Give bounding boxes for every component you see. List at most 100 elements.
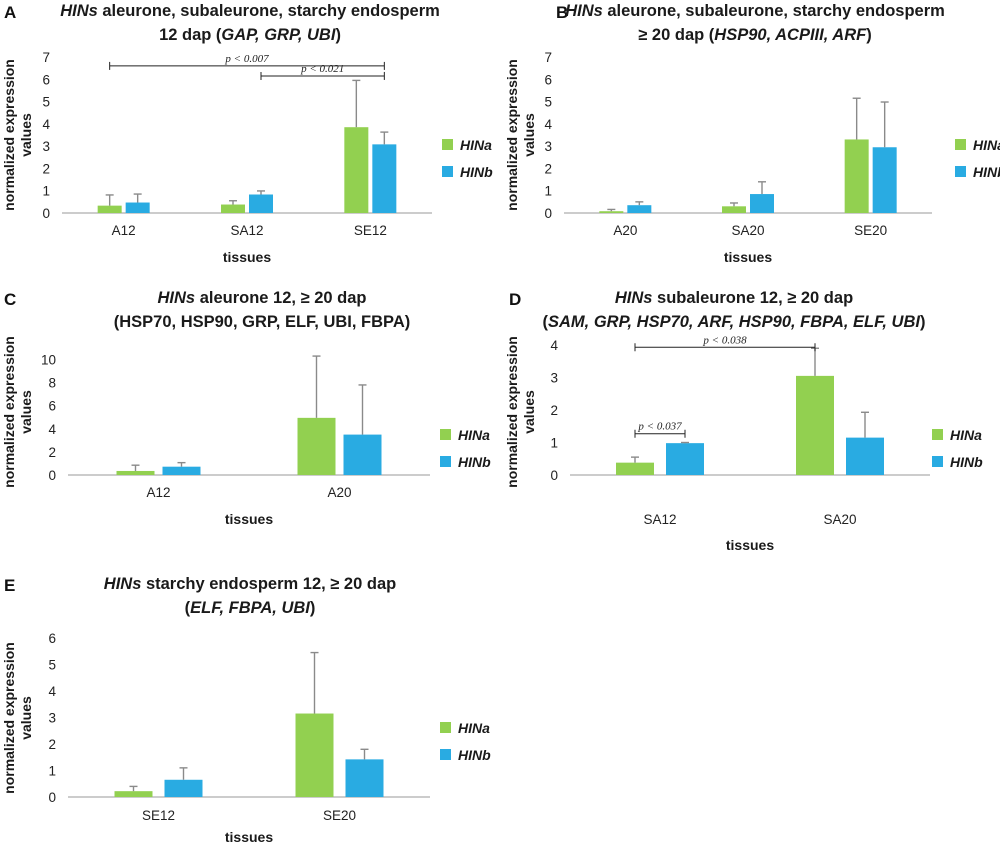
y-tick-label: 0: [48, 468, 56, 483]
legend-label-hina: HINa: [973, 137, 1000, 153]
chart-title-part: GAP, GRP, UBI: [221, 26, 335, 44]
y-tick-label: 4: [42, 117, 50, 132]
bar-hina-se20: [844, 139, 869, 213]
y-tick-label: 3: [544, 139, 552, 154]
bar-hinb-sa12: [666, 443, 704, 475]
chart-title-part: HINs: [104, 575, 142, 593]
y-axis-label-line: normalized expression: [1, 336, 17, 488]
x-tick-label: SA20: [731, 223, 764, 238]
x-axis-label: tissues: [225, 511, 273, 527]
y-tick-label: 1: [550, 436, 558, 451]
chart-title-part: starchy endosperm 12, ≥ 20 dap: [141, 575, 396, 593]
chart-title-part: ): [866, 26, 872, 44]
y-tick-label: 2: [544, 161, 552, 176]
bar-hinb-sa20: [750, 194, 774, 213]
legend-swatch-hina: [440, 722, 451, 733]
chart-panel-a: A HINs aleurone, subaleurone, starchy end…: [1, 2, 493, 265]
chart-title-line: (HSP70, HSP90, GRP, ELF, UBI, FBPA): [114, 313, 410, 331]
chart-title-part: aleurone, subaleurone, starchy endosperm: [98, 2, 440, 20]
legend-swatch-hinb: [442, 166, 453, 177]
chart-title-part: aleurone, subaleurone, starchy endosperm: [603, 2, 945, 20]
y-axis-label-line: values: [18, 696, 34, 740]
chart-title-part: (HSP70, HSP90, GRP, ELF, UBI, FBPA): [114, 313, 410, 331]
chart-title-line: ≥ 20 dap (HSP90, ACPIII, ARF): [638, 26, 871, 44]
y-axis-label-line: values: [521, 113, 537, 157]
y-tick-label: 10: [41, 353, 56, 368]
x-tick-label: SE20: [854, 223, 887, 238]
bar-hina-a12: [97, 205, 122, 213]
chart-title-part: (: [543, 313, 549, 331]
y-axis-label: normalized expressionvalues: [1, 336, 34, 488]
y-tick-label: 3: [42, 139, 50, 154]
panel-letter: B: [556, 3, 568, 22]
x-tick-label: A20: [613, 223, 637, 238]
y-tick-label: 4: [48, 684, 56, 699]
x-tick-label: SE20: [323, 808, 356, 823]
y-tick-label: 4: [544, 117, 552, 132]
y-tick-label: 4: [550, 338, 558, 353]
legend-label-hina: HINa: [458, 427, 490, 443]
significance-label: p < 0.037: [637, 421, 682, 433]
y-tick-label: 2: [550, 403, 558, 418]
chart-title-line: (ELF, FBPA, UBI): [185, 599, 316, 617]
y-tick-label: 1: [544, 184, 552, 199]
y-axis-label: normalized expressionvalues: [504, 59, 537, 211]
y-axis-label: normalized expressionvalues: [1, 642, 34, 794]
y-axis-label-line: normalized expression: [1, 642, 17, 794]
legend-swatch-hinb: [440, 456, 451, 467]
legend-label-hinb: HINb: [950, 454, 983, 470]
panel-letter: D: [509, 290, 521, 309]
legend-swatch-hina: [442, 139, 453, 150]
chart-title-line: HINs subaleurone 12, ≥ 20 dap: [615, 289, 853, 307]
y-tick-label: 2: [48, 737, 56, 752]
chart-title-part: aleurone 12, ≥ 20 dap: [195, 289, 366, 307]
y-tick-label: 0: [48, 790, 56, 805]
x-axis-label: tissues: [223, 249, 271, 265]
y-tick-label: 2: [48, 445, 56, 460]
chart-title-part: ): [310, 599, 316, 617]
chart-title-part: HSP90, ACPIII, ARF: [714, 26, 867, 44]
bar-hinb-se12: [164, 779, 203, 797]
chart-title-part: ≥ 20 dap (: [638, 26, 714, 44]
y-axis-label-line: values: [521, 390, 537, 434]
bar-hina-se20: [295, 713, 334, 797]
bar-hinb-se20: [345, 759, 384, 797]
legend-label-hinb: HINb: [460, 164, 493, 180]
significance-label: p < 0.038: [702, 334, 747, 346]
bar-hina-sa20: [796, 375, 834, 475]
bar-hinb-a20: [627, 205, 652, 213]
chart-title-part: subaleurone 12, ≥ 20 dap: [652, 289, 853, 307]
bar-hina-se12: [344, 127, 369, 213]
chart-panel-c: C HINs aleurone 12, ≥ 20 dap (HSP70, HSP90…: [1, 289, 491, 527]
bar-hinb-sa20: [846, 437, 884, 475]
chart-title-part: (: [185, 599, 191, 617]
y-tick-label: 0: [544, 206, 552, 221]
bar-hinb-a12: [162, 466, 201, 475]
x-tick-label: SE12: [142, 808, 175, 823]
bar-hina-sa12: [221, 204, 245, 213]
x-tick-label: A12: [112, 223, 136, 238]
chart-title-line: HINs starchy endosperm 12, ≥ 20 dap: [104, 575, 396, 593]
y-tick-label: 6: [544, 72, 552, 87]
legend-swatch-hina: [932, 429, 943, 440]
y-tick-label: 5: [544, 95, 552, 110]
panel-letter: E: [4, 576, 15, 595]
y-tick-label: 0: [550, 468, 558, 483]
chart-title-part: SAM, GRP, HSP70, ARF, HSP90, FBPA, ELF, …: [548, 313, 920, 331]
bar-hinb-se12: [372, 144, 397, 213]
legend-label-hinb: HINb: [973, 164, 1000, 180]
significance-label: p < 0.007: [224, 53, 269, 65]
y-tick-label: 8: [48, 376, 56, 391]
chart-panel-d: D HINs subaleurone 12, ≥ 20 dap (SAM, GRP,…: [504, 289, 983, 553]
chart-title-line: (SAM, GRP, HSP70, ARF, HSP90, FBPA, ELF,…: [543, 313, 926, 331]
y-axis-label: normalized expressionvalues: [504, 336, 537, 488]
legend-label-hinb: HINb: [458, 454, 491, 470]
legend-swatch-hinb: [932, 456, 943, 467]
bar-hina-a20: [599, 211, 624, 213]
y-axis-label: normalized expressionvalues: [1, 59, 34, 211]
bar-hinb-a20: [343, 434, 382, 475]
bar-hinb-a12: [125, 202, 150, 213]
bar-hina-a20: [297, 417, 336, 475]
bar-hinb-se20: [872, 147, 897, 213]
